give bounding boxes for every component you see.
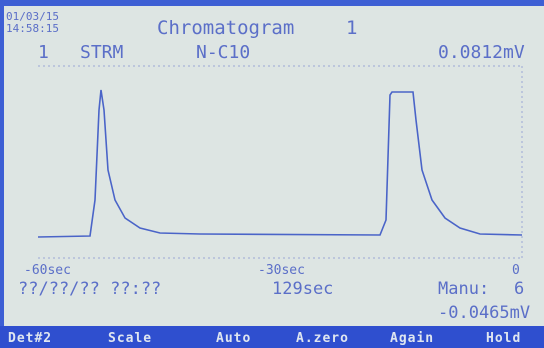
scale-max: 0.0812mV xyxy=(438,42,525,63)
page: 01/03/15 14:58:15 Chromatogram 1 1 STRM … xyxy=(0,0,544,348)
mode-value: 6 xyxy=(514,279,524,299)
button[interactable]: Auto xyxy=(216,331,251,346)
stream-number: 1 xyxy=(38,42,49,63)
x-tick-label: -60sec xyxy=(24,263,71,278)
button[interactable]: Det#2 xyxy=(8,331,52,346)
screen-title: Chromatogram xyxy=(157,17,294,39)
screen-number: 1 xyxy=(346,17,357,39)
scale-min: -0.0465mV xyxy=(438,303,530,323)
component: N-C10 xyxy=(196,42,250,63)
button[interactable]: A.zero xyxy=(296,331,349,346)
last-run: ??/??/?? ??:?? xyxy=(18,279,161,299)
x-tick-label: 0 xyxy=(512,263,520,278)
button[interactable]: Again xyxy=(390,331,434,346)
mode: Manu: xyxy=(438,279,489,299)
button[interactable]: Scale xyxy=(108,331,152,346)
time: 14:58:15 xyxy=(6,22,59,35)
stream-label: STRM xyxy=(80,42,124,63)
button[interactable]: Hold xyxy=(486,331,521,346)
button-bar xyxy=(0,326,544,348)
x-tick-label: -30sec xyxy=(258,263,305,278)
screen: 01/03/15 14:58:15 Chromatogram 1 1 STRM … xyxy=(0,0,544,348)
elapsed: 129sec xyxy=(272,279,333,299)
